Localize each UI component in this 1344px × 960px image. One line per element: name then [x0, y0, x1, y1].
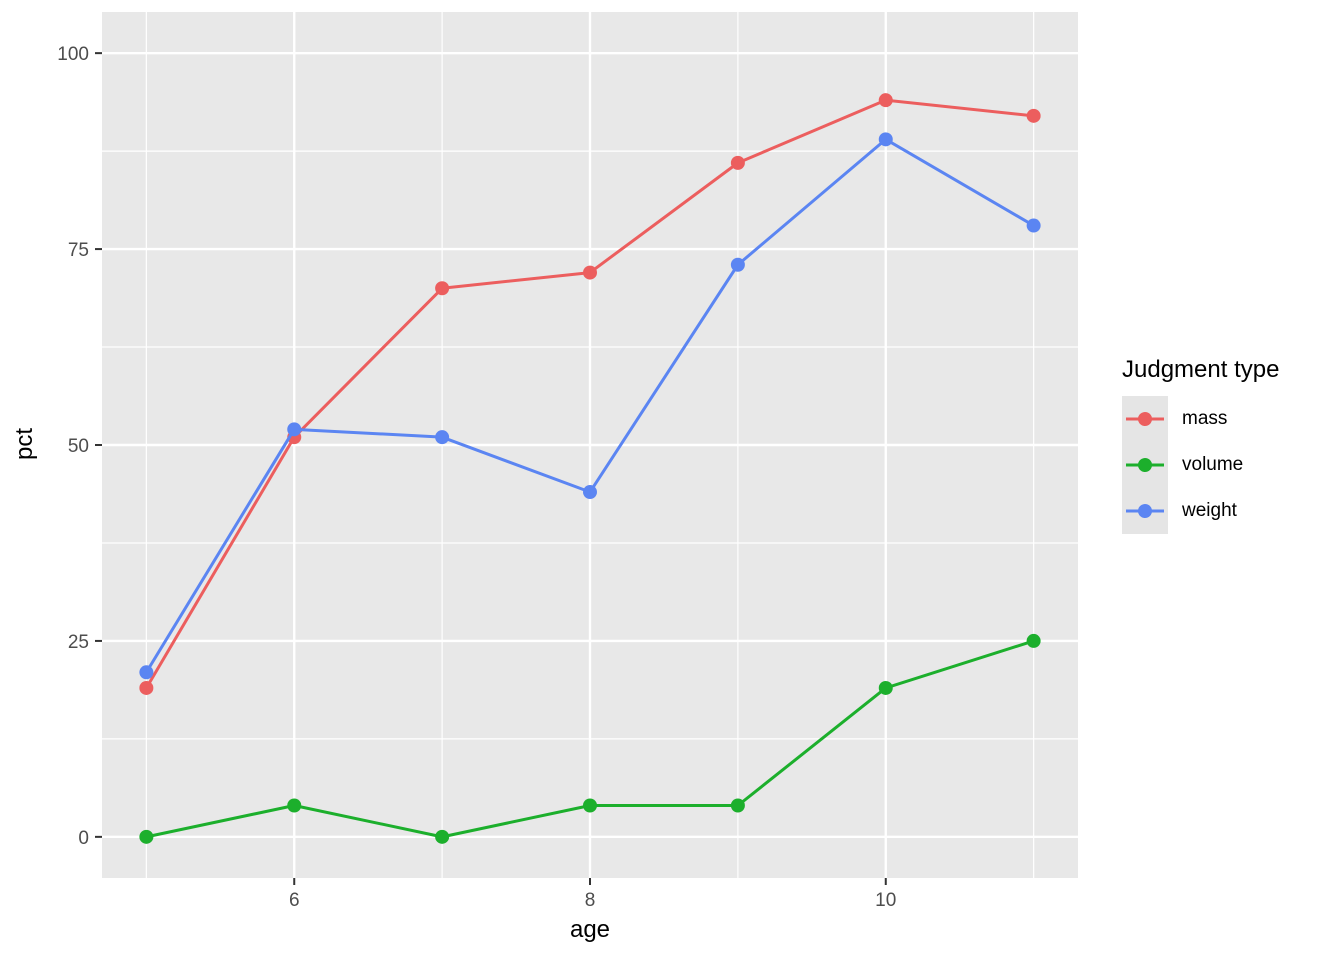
data-point-volume-age-10 [878, 680, 893, 695]
data-point-volume-age-7 [435, 829, 450, 844]
y-tick-label: 0 [78, 828, 89, 849]
legend-title: Judgment type [1122, 356, 1280, 383]
data-point-mass-age-10 [878, 93, 893, 108]
legend-label-volume: volume [1182, 454, 1244, 475]
legend-key-dot [1138, 504, 1152, 518]
legend-key-mass [1122, 396, 1168, 442]
legend-item-mass: mass [1122, 396, 1279, 442]
y-tick-label: 25 [68, 632, 89, 653]
data-point-weight-age-11 [1026, 218, 1041, 233]
legend-key-glyph-volume [1122, 442, 1168, 488]
data-point-mass-age-9 [730, 155, 745, 170]
legend: Judgment type mass volume weight [1122, 358, 1279, 534]
data-point-weight-age-10 [878, 132, 893, 147]
data-point-mass-age-11 [1026, 108, 1041, 123]
legend-key-glyph-mass [1122, 396, 1168, 442]
x-tick-label: 6 [289, 890, 300, 911]
data-point-weight-age-8 [583, 485, 597, 500]
data-point-weight-age-6 [287, 422, 302, 437]
data-point-volume-age-8 [583, 798, 597, 813]
data-point-mass-age-5 [139, 680, 154, 695]
data-point-weight-age-5 [139, 665, 154, 680]
legend-key-volume [1122, 442, 1168, 488]
legend-item-weight: weight [1122, 488, 1279, 534]
x-axis-title: age [569, 916, 611, 943]
data-point-mass-age-8 [583, 265, 597, 280]
legend-key-weight [1122, 488, 1168, 534]
legend-label-mass: mass [1182, 408, 1228, 429]
data-point-mass-age-7 [435, 281, 450, 296]
data-point-volume-age-6 [287, 798, 302, 813]
legend-label-weight: weight [1182, 500, 1237, 521]
data-point-volume-age-11 [1026, 633, 1041, 648]
y-axis-title: pct [11, 427, 38, 461]
x-tick-label: 8 [585, 890, 596, 911]
legend-key-dot [1138, 458, 1152, 472]
legend-key-glyph-weight [1122, 488, 1168, 534]
data-point-weight-age-9 [730, 257, 745, 272]
legend-key-dot [1138, 412, 1152, 426]
y-tick-label: 75 [68, 240, 89, 261]
x-tick-label: 10 [875, 890, 896, 911]
data-point-volume-age-9 [730, 798, 745, 813]
y-tick-label: 50 [68, 436, 89, 457]
legend-item-volume: volume [1122, 442, 1279, 488]
data-point-volume-age-5 [139, 829, 154, 844]
data-point-weight-age-7 [435, 430, 450, 445]
legend-items: mass volume weight [1122, 396, 1279, 534]
y-tick-label: 100 [57, 44, 89, 65]
